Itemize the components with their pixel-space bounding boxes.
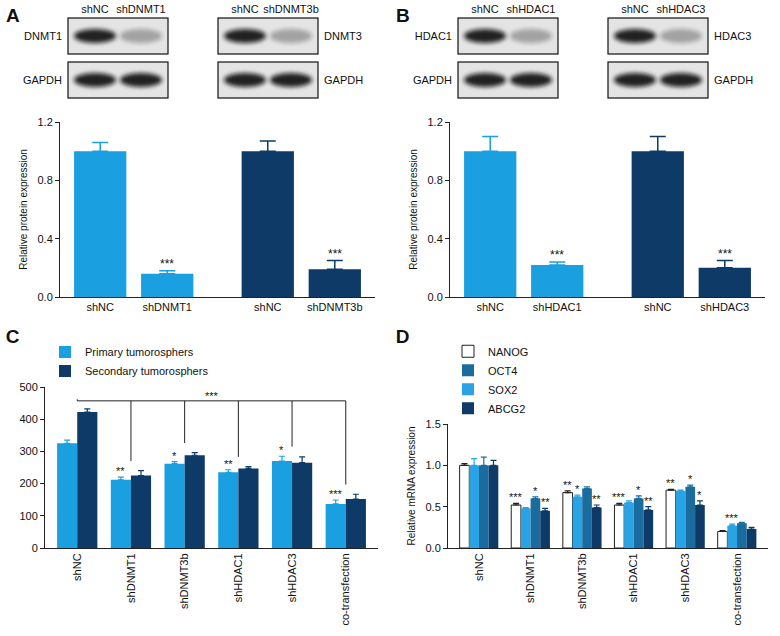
svg-text:*: * <box>172 450 177 462</box>
svg-text:Primary tumorosphers: Primary tumorosphers <box>85 346 194 358</box>
svg-text:200: 200 <box>19 477 37 489</box>
svg-text:1.5: 1.5 <box>426 418 441 430</box>
svg-text:shHDAC1: shHDAC1 <box>627 553 639 602</box>
svg-text:shHDAC1: shHDAC1 <box>507 3 556 15</box>
svg-text:shDNMT3b: shDNMT3b <box>178 553 190 609</box>
svg-text:*: * <box>688 473 693 485</box>
svg-text:0.0: 0.0 <box>428 291 443 303</box>
svg-text:GAPDH: GAPDH <box>413 74 452 86</box>
svg-text:co-transfection: co-transfection <box>339 553 351 625</box>
svg-text:*: * <box>697 489 702 501</box>
svg-text:**: ** <box>592 493 601 505</box>
svg-text:SOX2: SOX2 <box>488 384 517 396</box>
svg-text:***: *** <box>725 512 739 524</box>
svg-text:***: *** <box>550 248 564 262</box>
svg-text:300: 300 <box>19 445 37 457</box>
svg-text:ABCG2: ABCG2 <box>488 403 525 415</box>
svg-text:shNC: shNC <box>231 3 259 15</box>
svg-text:D: D <box>396 326 410 347</box>
svg-text:DNMT3: DNMT3 <box>324 30 362 42</box>
svg-text:0.4: 0.4 <box>428 233 443 245</box>
svg-text:shHDAC3: shHDAC3 <box>286 553 298 602</box>
svg-text:1.2: 1.2 <box>428 116 443 128</box>
svg-text:shDNMT1: shDNMT1 <box>524 553 536 603</box>
svg-text:GAPDH: GAPDH <box>714 74 753 86</box>
svg-text:**: ** <box>541 496 550 508</box>
svg-text:shNC: shNC <box>86 301 114 313</box>
svg-text:shNC: shNC <box>81 3 109 15</box>
svg-text:**: ** <box>666 477 675 489</box>
svg-text:shNC: shNC <box>254 301 282 313</box>
svg-text:shNC: shNC <box>71 553 83 581</box>
svg-text:shDNMT3b: shDNMT3b <box>576 553 588 609</box>
svg-text:shDNMT1: shDNMT1 <box>116 3 166 15</box>
svg-text:shHDAC3: shHDAC3 <box>679 553 691 602</box>
svg-text:***: *** <box>329 488 343 500</box>
svg-text:B: B <box>396 5 410 26</box>
svg-text:***: *** <box>205 390 219 402</box>
svg-text:NANOG: NANOG <box>488 346 528 358</box>
svg-text:***: *** <box>612 491 626 503</box>
svg-text:100: 100 <box>19 510 37 522</box>
svg-text:shHDAC1: shHDAC1 <box>232 553 244 602</box>
svg-text:OCT4: OCT4 <box>488 365 517 377</box>
svg-text:***: *** <box>328 247 342 261</box>
svg-text:Relative protein expression: Relative protein expression <box>408 149 419 270</box>
svg-text:0.8: 0.8 <box>38 174 53 186</box>
svg-text:0.0: 0.0 <box>426 542 441 554</box>
svg-text:0.5: 0.5 <box>426 501 441 513</box>
svg-text:**: ** <box>116 465 125 477</box>
svg-text:shNC: shNC <box>476 301 504 313</box>
svg-text:A: A <box>6 5 20 26</box>
svg-text:***: *** <box>509 491 523 503</box>
svg-text:***: *** <box>718 247 732 261</box>
svg-text:shDNMT3b: shDNMT3b <box>263 3 319 15</box>
svg-text:1.2: 1.2 <box>38 116 53 128</box>
svg-text:shNC: shNC <box>473 553 485 581</box>
svg-text:**: ** <box>563 479 572 491</box>
svg-text:0.4: 0.4 <box>38 233 53 245</box>
svg-text:0.8: 0.8 <box>428 174 443 186</box>
svg-text:shHDAC3: shHDAC3 <box>700 301 749 313</box>
svg-text:Relative mRNA expression: Relative mRNA expression <box>406 427 417 546</box>
svg-text:500: 500 <box>19 381 37 393</box>
svg-text:HDAC1: HDAC1 <box>415 30 452 42</box>
svg-text:**: ** <box>224 458 233 470</box>
svg-text:shDNMT1: shDNMT1 <box>142 301 192 313</box>
svg-text:400: 400 <box>19 413 37 425</box>
svg-text:HDAC3: HDAC3 <box>714 30 751 42</box>
svg-text:DNMT1: DNMT1 <box>24 30 62 42</box>
svg-text:GAPDH: GAPDH <box>23 74 62 86</box>
svg-text:co-transfection: co-transfection <box>731 553 743 625</box>
svg-text:*: * <box>575 483 580 495</box>
svg-text:C: C <box>6 326 20 347</box>
svg-text:0.0: 0.0 <box>38 291 53 303</box>
svg-text:***: *** <box>160 257 174 271</box>
svg-text:Relative protein expression: Relative protein expression <box>18 149 29 270</box>
svg-text:*: * <box>533 485 538 497</box>
svg-text:shDNMT3b: shDNMT3b <box>307 301 363 313</box>
svg-text:shHDAC3: shHDAC3 <box>657 3 706 15</box>
svg-text:1.0: 1.0 <box>426 459 441 471</box>
svg-text:shHDAC1: shHDAC1 <box>533 301 582 313</box>
svg-text:0: 0 <box>32 542 38 554</box>
svg-text:**: ** <box>644 495 653 507</box>
svg-text:*: * <box>636 484 641 496</box>
svg-text:shDNMT1: shDNMT1 <box>125 553 137 603</box>
svg-text:*: * <box>279 444 284 456</box>
svg-text:GAPDH: GAPDH <box>324 74 363 86</box>
svg-text:shNC: shNC <box>644 301 672 313</box>
svg-text:shNC: shNC <box>621 3 649 15</box>
svg-text:Secondary tumorosphers: Secondary tumorosphers <box>85 365 208 377</box>
svg-text:shNC: shNC <box>471 3 499 15</box>
